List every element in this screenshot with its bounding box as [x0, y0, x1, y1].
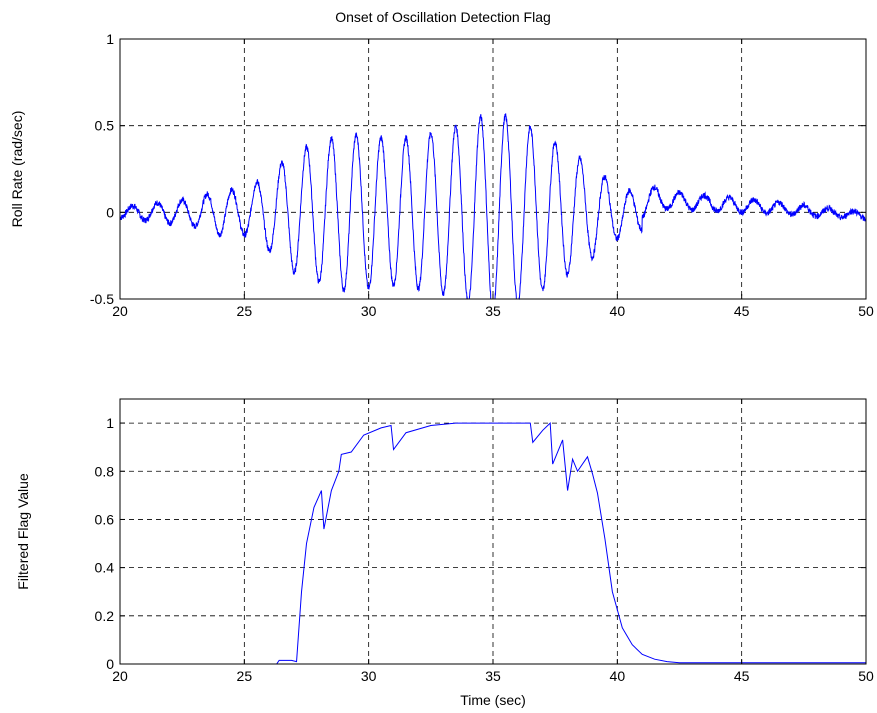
flag-value-y-axis-label: Filtered Flag Value — [15, 473, 31, 590]
flag-value-series-line — [120, 421, 866, 665]
roll-rate-grid — [120, 39, 866, 299]
roll-rate-x-tick-label: 50 — [858, 303, 874, 319]
time-x-axis-label: Time (sec) — [460, 692, 526, 708]
flag-value-ticks: 20 25 30 35 40 45 50 0 0.2 0.4 0.6 0.8 1 — [95, 399, 874, 684]
flag-value-y-tick-label: 0.8 — [95, 463, 115, 479]
roll-rate-x-tick-label: 40 — [610, 303, 626, 319]
roll-rate-y-tick-label: 0.5 — [95, 118, 115, 134]
roll-rate-y-tick-label: -0.5 — [90, 291, 114, 307]
roll-rate-ticks: 20 25 30 35 40 45 50 -0.5 0 0.5 1 — [90, 31, 874, 319]
flag-value-y-tick-label: 1 — [106, 415, 114, 431]
roll-rate-x-tick-label: 20 — [112, 303, 128, 319]
flag-value-grid — [120, 399, 866, 664]
roll-rate-x-tick-label: 25 — [237, 303, 253, 319]
flag-value-x-tick-label: 50 — [858, 668, 874, 684]
flag-value-y-tick-label: 0 — [106, 656, 114, 672]
flag-value-subplot: 20 25 30 35 40 45 50 0 0.2 0.4 0.6 0.8 1 Filtered Fl… — [15, 398, 874, 708]
flag-value-x-tick-label: 25 — [237, 668, 253, 684]
roll-rate-y-axis-label: Roll Rate (rad/sec) — [9, 111, 25, 228]
flag-value-y-tick-label: 0.2 — [95, 608, 115, 624]
flag-value-x-tick-label: 20 — [112, 668, 128, 684]
flag-value-x-tick-label: 40 — [610, 668, 626, 684]
roll-rate-subplot: 20 25 30 35 40 45 50 -0.5 0 0.5 1 Roll Rate (rad/s… — [9, 31, 874, 319]
flag-value-y-tick-label: 0.4 — [95, 560, 115, 576]
flag-value-x-tick-label: 30 — [361, 668, 377, 684]
figure-title: Onset of Oscillation Detection Flag — [335, 9, 551, 25]
roll-rate-x-tick-label: 30 — [361, 303, 377, 319]
flag-value-y-tick-label: 0.6 — [95, 511, 115, 527]
flag-value-x-tick-label: 45 — [734, 668, 750, 684]
roll-rate-y-tick-label: 0 — [106, 204, 114, 220]
flag-value-x-tick-label: 35 — [485, 668, 501, 684]
roll-rate-x-tick-label: 35 — [485, 303, 501, 319]
roll-rate-x-tick-label: 45 — [734, 303, 750, 319]
roll-rate-y-tick-label: 1 — [106, 31, 114, 47]
